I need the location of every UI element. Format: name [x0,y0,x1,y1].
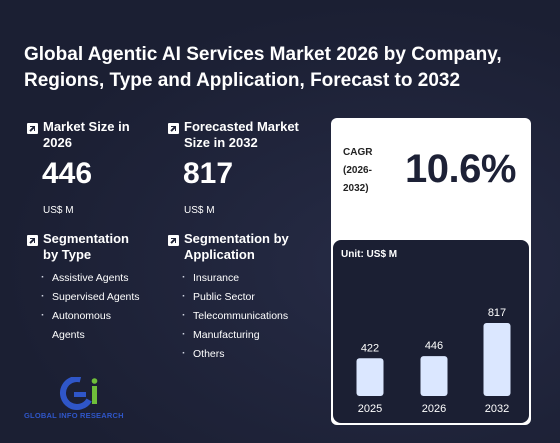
chart-panel [333,240,529,423]
global-info-research-logo [60,377,98,410]
list-item: Supervised Agents [40,287,142,307]
external-link-icon [27,123,38,134]
market-size-label: Market Size in 2026 [43,119,130,150]
list-item: Others [181,344,288,364]
forecast-unit: US$ M [184,205,215,216]
list-item: Manufacturing [181,325,288,345]
external-link-icon [168,123,179,134]
list-item: Telecommunications [181,306,288,326]
list-item: Autonomous Agents [40,306,142,345]
cagr-value: 10.6% [405,147,516,191]
cagr-label: CAGR (2026-2032) [343,147,373,194]
forecast-value: 817 [183,157,234,190]
segmentation-type-list: Assistive Agents Supervised Agents Auton… [40,268,142,345]
forecast-label: Forecasted Market Size in 2032 [184,119,299,150]
external-link-icon [27,235,38,246]
segmentation-type-label: Segmentation by Type [43,231,129,262]
list-item: Public Sector [181,287,288,307]
chart-unit-label: Unit: US$ M [341,249,398,260]
list-item: Assistive Agents [40,268,142,288]
external-link-icon [168,235,179,246]
segmentation-application-list: Insurance Public Sector Telecommunicatio… [181,268,288,364]
page-title: Global Agentic AI Services Market 2026 b… [24,44,502,91]
cagr-card: CAGR (2026-2032) 10.6% [331,118,531,230]
list-item: Insurance [181,268,288,288]
segmentation-application-label: Segmentation by Application [184,231,289,262]
market-size-unit: US$ M [43,205,74,216]
market-size-value: 446 [42,157,93,190]
logo-text: GLOBAL INFO RESEARCH [24,411,124,420]
